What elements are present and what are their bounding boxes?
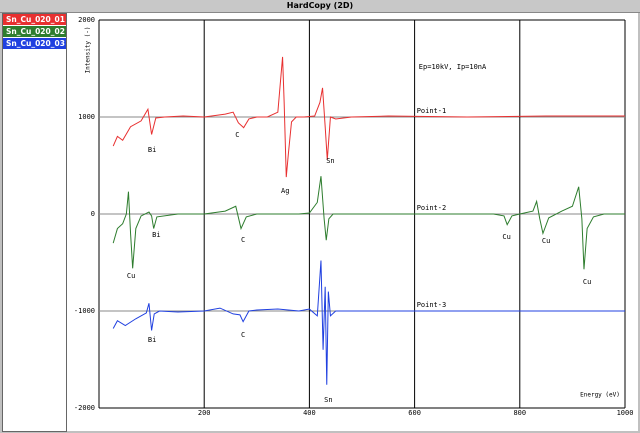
x-tick-label: 400 [303,409,316,417]
annotation: Cu [127,272,135,280]
legend-entry[interactable]: Sn_Cu_020_03 [3,38,66,50]
spectrum-line [112,260,625,385]
annotation: C [241,236,245,244]
annotation: C [241,331,245,339]
x-tick-label: 600 [408,409,421,417]
annotation: Sn [326,157,334,165]
annotation: C [235,131,239,139]
spectrum-line [112,176,625,270]
plot-background [67,13,638,431]
x-tick-label: 800 [513,409,526,417]
annotation: Bi [148,336,156,344]
spectrum-line [112,56,625,178]
annotation: Ep=10kV, Ip=10nA [419,63,487,71]
y-tick-label: -1000 [74,307,95,315]
annotation: Cu [542,237,550,245]
x-axis-label: Energy (eV) [580,392,620,399]
annotation: Bi [148,146,156,154]
y-tick-label: 0 [91,210,95,218]
annotation: Cu [502,233,510,241]
legend-entry[interactable]: Sn_Cu_020_02 [3,26,66,38]
title-bar: HardCopy (2D) [0,0,640,13]
legend-entry[interactable]: Sn_Cu_020_01 [3,14,66,26]
chart: Intensity (-) Energy (eV) -2000 -1000 0 100… [67,13,638,431]
annotation: Cu [583,278,591,286]
annotation: Sn [324,396,332,404]
x-tick-label: 200 [198,409,211,417]
legend: Sn_Cu_020_01 Sn_Cu_020_02 Sn_Cu_020_03 [2,13,67,432]
y-tick-label: 1000 [78,113,95,121]
y-tick-label: -2000 [74,404,95,412]
annotation: Ag [281,187,289,195]
y-tick-label: 2000 [78,16,95,24]
x-tick-label: 1000 [617,409,634,417]
annotation: Point-1 [417,107,447,115]
y-axis-label: Intensity (-) [85,27,92,74]
annotation: Point-3 [417,301,447,309]
annotation: Bi [152,231,160,239]
annotation: Point-2 [417,204,447,212]
